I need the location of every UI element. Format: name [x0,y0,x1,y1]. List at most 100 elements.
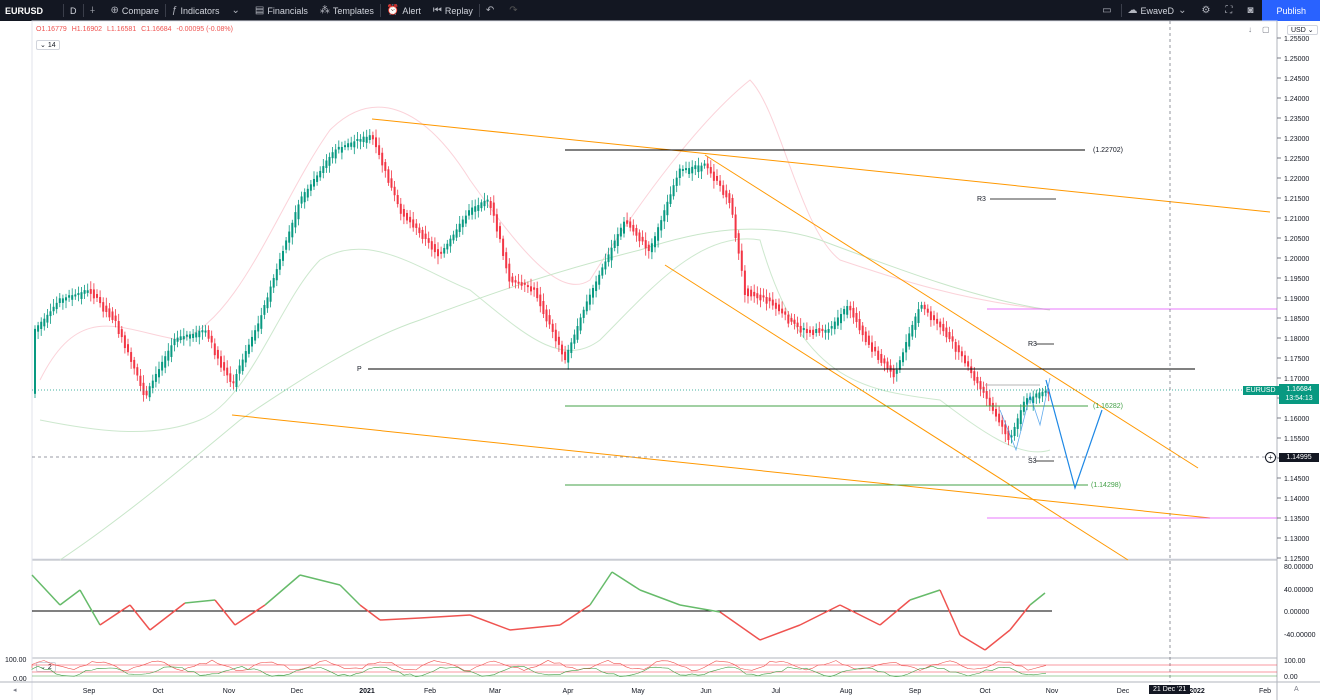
candle-body [948,332,951,340]
undo-button[interactable]: ↶ [480,0,503,21]
indicators-menu-button[interactable]: ⌄ [226,0,249,21]
oscillator-segment [939,589,961,636]
candle-body [511,276,514,283]
templates-icon: ⁂ [319,5,330,16]
chart-type-button[interactable]: ⍭ [84,0,105,21]
ohlc-legend: O1.16779 H1.16902 L1.16581 C1.16684 -0.0… [36,26,236,33]
publish-button[interactable]: Publish [1262,0,1320,21]
candle-body [638,232,641,242]
candle-body [192,333,195,339]
price-tick-label: 1.20000 [1284,256,1309,263]
candle-body [725,190,728,198]
currency-select[interactable]: USD ⌄ [1287,25,1318,35]
candle-body [712,171,715,181]
candle-body [709,167,712,174]
symbol-search[interactable]: EURUSD [5,5,44,16]
stochastic-pane [31,659,1277,678]
candle-body [886,361,889,369]
candle-body [588,294,591,305]
candle-body [464,215,467,224]
oscillator-segment [214,599,236,626]
time-tick-label: Sep [909,688,922,695]
candle-body [759,294,762,301]
candle-body [1038,392,1041,399]
candle-body [1001,420,1004,427]
oscillator-segment [679,604,721,613]
candle-body [929,311,932,321]
candle-body [936,318,939,324]
candle-body [185,334,188,337]
candle-body [771,299,774,306]
candle-body [204,330,207,333]
candle-body [669,194,672,204]
candle-body [495,214,498,232]
candle-body [973,371,976,381]
candle-body [598,274,601,285]
candle-body [945,327,948,338]
candle-body [765,297,768,304]
download-icon[interactable]: ↓ [1248,25,1252,34]
interval-button[interactable]: D [70,5,77,16]
oscillator-tick-label: -40.00000 [1284,632,1316,639]
candle-body [926,308,929,313]
candle-body [266,297,269,309]
candle-body [189,334,191,339]
oscillator-segment [719,611,761,641]
price-tick-label: 1.19000 [1284,296,1309,303]
candle-body [337,146,340,150]
candle-body [923,304,926,310]
add-alert-icon[interactable]: + [1265,452,1276,463]
candle-body [127,344,129,353]
auto-scale-button[interactable]: A [1294,686,1299,693]
alert-button[interactable]: ⏰ Alert [381,0,427,21]
snapshot-button[interactable]: ◙ [1241,0,1262,21]
candle-body [629,221,632,228]
financials-button[interactable]: ▤ Financials [249,0,314,21]
long-ma [59,228,1051,561]
candle-body [691,166,694,174]
candle-body [282,250,284,261]
candle-body [433,244,436,253]
indicators-button[interactable]: ƒ Indicators [166,0,226,21]
price-tick-label: 1.18500 [1284,316,1309,323]
templates-button[interactable]: ⁂ Templates [314,0,380,21]
candle-body [728,193,731,203]
candle-body [353,141,356,148]
fullscreen-button[interactable]: ⛶ [1219,0,1241,21]
oscillator-segment [611,571,641,591]
candle-body [331,152,334,159]
oscillator-segment [31,574,61,606]
candle-body [92,289,95,299]
candle-body [58,298,61,304]
oscillator-segment [879,599,911,626]
candle-body [402,209,405,217]
price-axis: 1.25500 1.25000 1.24500 1.24000 1.23500 1.230… [1277,36,1309,563]
redo-button[interactable]: ↷ [503,0,526,21]
stoch-right-top: 100.00 [1284,658,1306,665]
candle-body [251,336,253,347]
layout-name-button[interactable]: ☁ EwaveD ⌄ [1122,0,1196,21]
redo-icon: ↷ [509,5,518,16]
oscillator-pane [31,571,1052,651]
legend-close: C1.16684 [141,26,172,33]
layout-toggle-button[interactable]: ▭ [1096,0,1120,21]
compare-button[interactable]: ⊕ Compare [105,0,165,21]
candle-body [452,234,455,241]
replay-button[interactable]: ⏮ Replay [427,0,479,21]
scroll-left-icon[interactable]: ◂ [13,687,17,694]
oscillator-period: 2 [47,664,52,671]
candle-body [613,240,616,248]
candle-body [344,145,346,148]
candle-body [244,351,247,363]
candle-body [1029,396,1032,400]
candle-body [309,184,312,191]
settings-button[interactable]: ⚙ [1195,0,1219,21]
candle-body [195,332,198,338]
candle-body [71,295,74,300]
indicator-legend-toggle[interactable]: ⌄ 14 [36,40,60,50]
maximize-icon[interactable]: ▢ [1262,25,1270,34]
candle-body [812,329,815,336]
chevron-down-icon: ⌄ [1178,5,1187,16]
fullscreen-icon: ⛶ [1225,5,1233,16]
